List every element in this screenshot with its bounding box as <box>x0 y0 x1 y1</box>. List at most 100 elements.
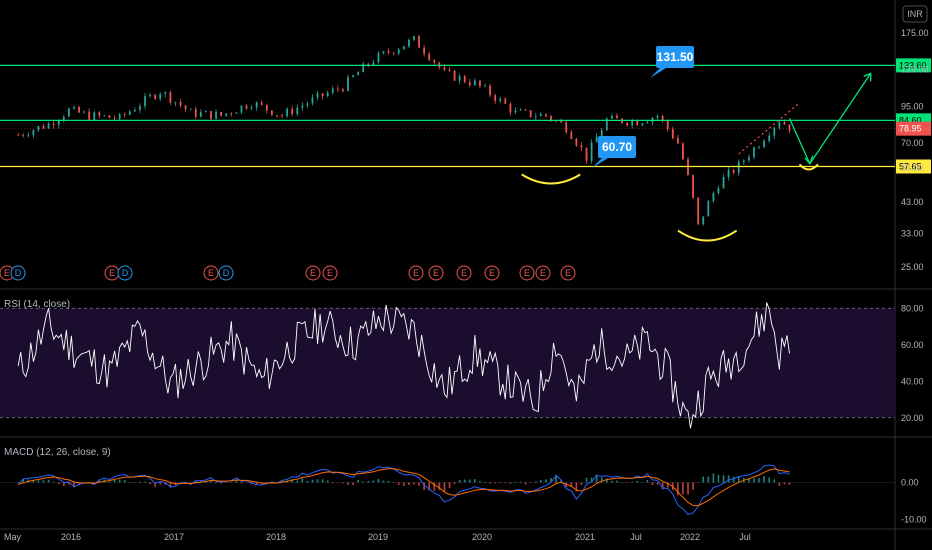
macd-hist-bar <box>189 482 192 484</box>
candle-body <box>78 106 80 113</box>
candle-body <box>32 130 35 136</box>
projection-arrow-up <box>809 73 872 165</box>
macd-hist-bar <box>235 480 238 483</box>
rsi-line[interactable] <box>17 302 790 429</box>
time-tick-label: 2017 <box>164 532 184 542</box>
callout-target-label: 131.50 <box>657 50 694 64</box>
price-tick-label: 43.00 <box>901 197 924 207</box>
macd-hist-bar <box>600 477 603 483</box>
macd-hist-bar <box>57 482 60 484</box>
macd-hist-bar <box>387 480 390 483</box>
candle-body <box>473 80 476 85</box>
candle-body <box>57 120 60 125</box>
last-price-badge <box>896 121 931 136</box>
macd-hist-bar <box>47 479 50 483</box>
candle-body <box>489 85 491 96</box>
macd-pane[interactable]: MACD (12, 26, close, 9) <box>0 447 895 515</box>
macd-hist-bar <box>616 480 618 483</box>
macd-hist-bar <box>753 478 755 483</box>
macd-hist-bar <box>621 482 623 483</box>
dividend-marker[interactable] <box>117 265 133 281</box>
callout-target[interactable]: 131.50 <box>650 46 694 78</box>
earnings-marker[interactable] <box>484 265 500 281</box>
dividend-marker[interactable] <box>218 265 234 281</box>
macd-hist-bar <box>123 479 126 483</box>
macd-hist-bar <box>291 479 293 483</box>
candle-body <box>428 53 431 61</box>
candle-body <box>108 115 111 118</box>
dividend-marker[interactable] <box>10 265 26 281</box>
earnings-marker[interactable] <box>408 265 424 281</box>
macd-hist-bar <box>534 481 537 483</box>
macd-hist-bar <box>128 482 131 483</box>
candle-body <box>402 46 405 50</box>
candle-body <box>610 115 613 119</box>
candle-body <box>362 63 365 73</box>
macd-hist-bar <box>418 482 420 486</box>
macd-hist-bar <box>611 480 613 483</box>
candle-body <box>616 115 618 119</box>
candle-body <box>631 120 634 126</box>
macd-hist-bar <box>540 480 542 483</box>
macd-hist-bar <box>631 482 633 483</box>
candle-body <box>321 93 324 97</box>
macd-hist-bar <box>331 482 334 484</box>
earnings-marker[interactable] <box>519 265 535 281</box>
candle-body <box>697 197 700 225</box>
earnings-marker[interactable] <box>322 265 338 281</box>
macd-hist-bar <box>580 482 583 485</box>
earnings-marker[interactable] <box>428 265 444 281</box>
callout-target-box <box>656 46 694 68</box>
macd-hist-bar <box>382 480 385 483</box>
earnings-marker[interactable] <box>560 265 576 281</box>
macd-hist-bar <box>529 482 532 483</box>
earnings-marker[interactable] <box>456 265 472 281</box>
earnings-marker[interactable] <box>305 265 321 281</box>
rsi-tick-label: 20.00 <box>901 413 924 423</box>
candle-body <box>377 53 380 63</box>
macd-hist-bar <box>570 482 573 487</box>
candle-body <box>722 176 725 189</box>
event-marker-label: D <box>223 268 230 278</box>
macd-hist-bar <box>342 482 344 484</box>
earnings-marker[interactable] <box>535 265 551 281</box>
callout-support-pointer <box>592 158 608 168</box>
macd-hist-bar <box>651 482 654 485</box>
time-tick-label: 2022 <box>680 532 700 542</box>
macd-hist-bar <box>737 476 740 483</box>
macd-hist-bar <box>433 482 436 491</box>
macd-hist-bar <box>656 482 659 485</box>
macd-hist-bar <box>367 480 370 483</box>
candle-body <box>296 107 299 114</box>
time-axis[interactable]: May 2016 2017 2018 2019 2020 2021 Jul 2022 Jul <box>0 528 932 542</box>
candle-body <box>352 75 354 78</box>
candle-body <box>98 112 101 116</box>
candle-body <box>468 82 471 85</box>
candle-body <box>88 111 91 120</box>
event-marker-label: D <box>122 268 129 278</box>
signal-line[interactable] <box>17 468 790 507</box>
candle-body <box>646 122 649 124</box>
rsi-title: RSI (14, close) <box>4 299 70 310</box>
rsi-pane[interactable]: RSI (14, close) <box>0 299 895 429</box>
macd-hist-bar <box>179 482 182 483</box>
price-axis[interactable]: 133.60 84.60 57.65 78.95 175.00 129.00 95.00 70… <box>896 28 931 525</box>
macd-hist-bar <box>550 478 552 483</box>
candle-body <box>392 52 395 54</box>
macd-hist-bar <box>768 477 771 483</box>
event-marker-label: E <box>327 268 333 278</box>
macd-hist-bar <box>499 482 502 483</box>
candle-body <box>636 120 639 126</box>
macd-hist-bar <box>590 477 593 483</box>
level-badge-2 <box>896 159 931 174</box>
callout-support[interactable]: 60.70 <box>592 136 636 168</box>
currency-badge[interactable]: INR <box>902 5 928 23</box>
macd-hist-bar <box>37 480 40 483</box>
earnings-marker[interactable] <box>203 265 219 281</box>
macd-hist-bar <box>560 480 562 483</box>
macd-hist-bar <box>712 473 715 483</box>
macd-hist-bar <box>468 479 471 483</box>
